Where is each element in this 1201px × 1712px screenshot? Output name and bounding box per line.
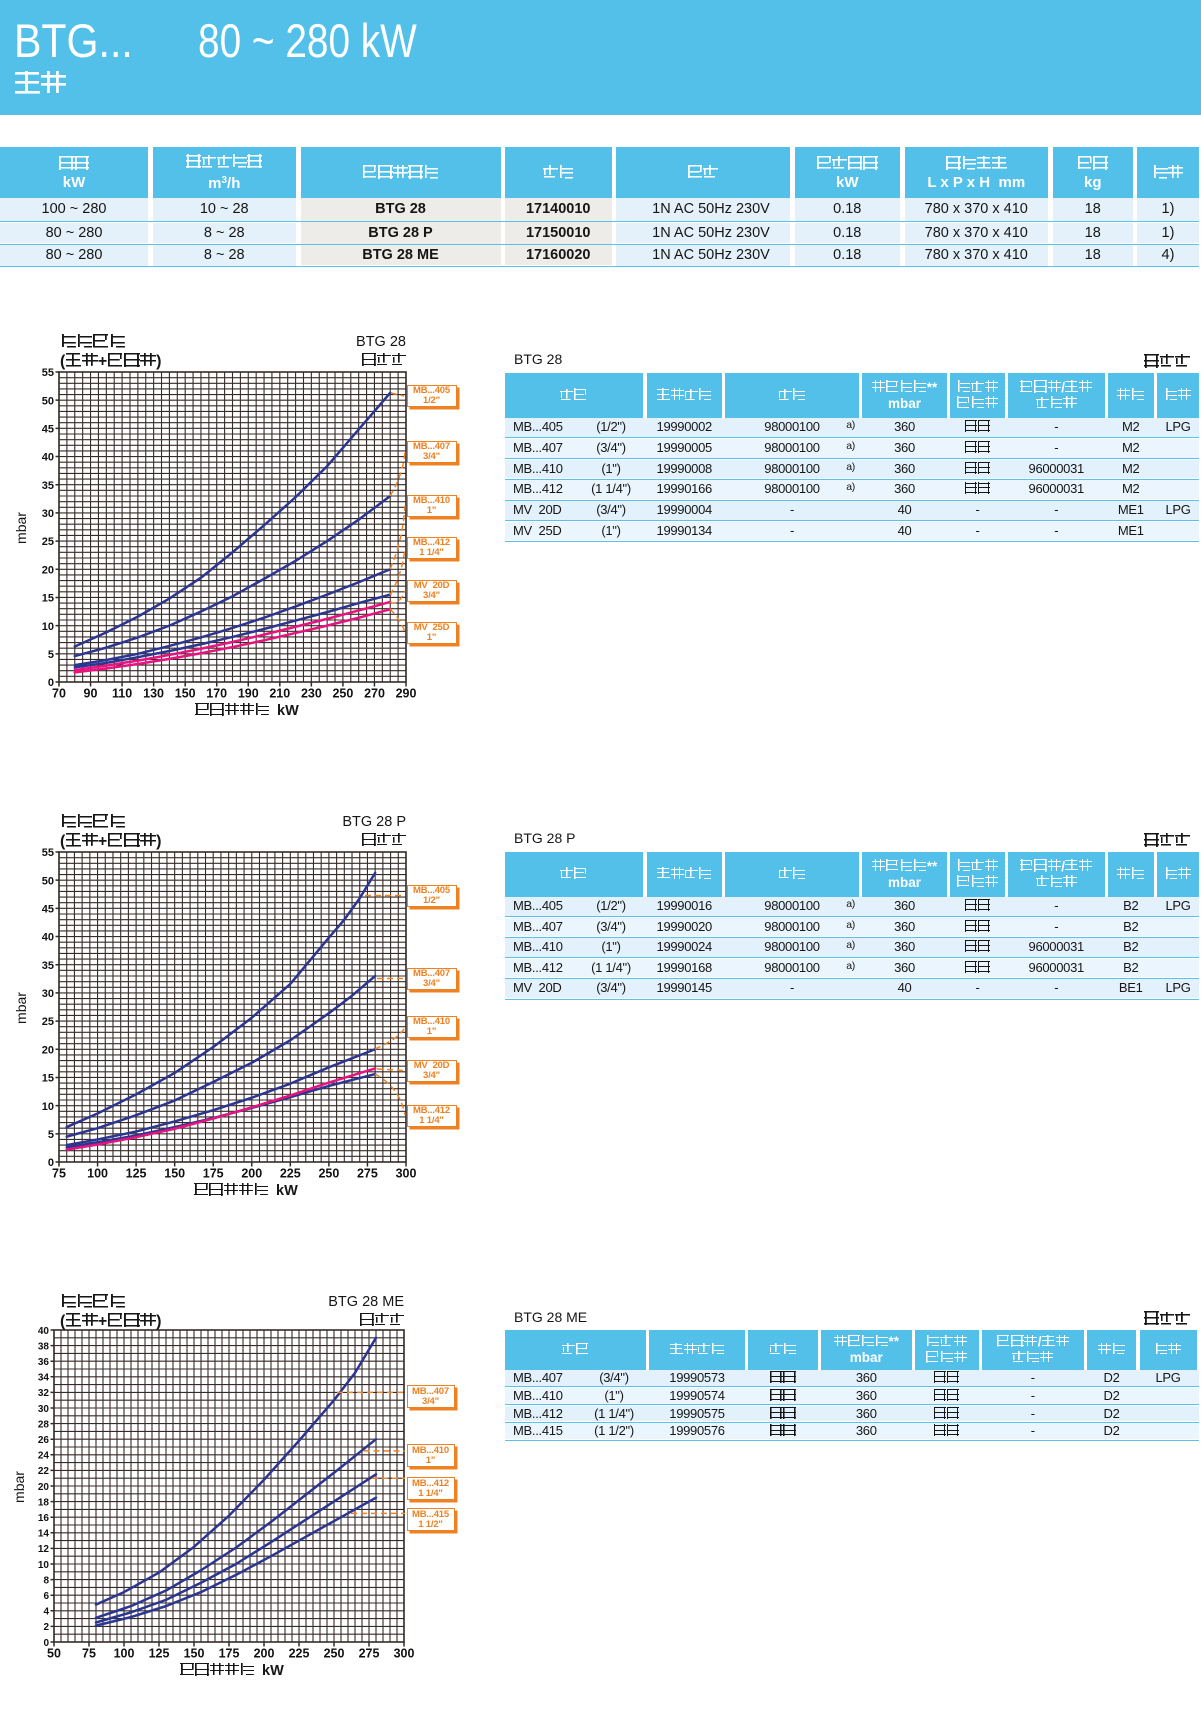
svg-text:150: 150 (164, 1167, 185, 1181)
svg-text:10: 10 (42, 1101, 54, 1113)
svg-text:300: 300 (396, 1167, 417, 1181)
svg-text:200: 200 (254, 1647, 275, 1661)
svg-text:0: 0 (48, 1157, 54, 1169)
svg-text:10: 10 (42, 621, 54, 633)
svg-text:125: 125 (149, 1647, 170, 1661)
svg-text:26: 26 (38, 1435, 50, 1446)
svg-text:30: 30 (38, 1404, 50, 1415)
svg-text:24: 24 (38, 1451, 50, 1462)
svg-text:50: 50 (42, 875, 54, 887)
svg-text:20: 20 (42, 564, 54, 576)
svg-text:50: 50 (47, 1647, 61, 1661)
svg-text:6: 6 (43, 1591, 49, 1602)
svg-text:4: 4 (43, 1607, 49, 1618)
svg-text:300: 300 (394, 1647, 415, 1661)
svg-text:22: 22 (38, 1466, 50, 1477)
svg-text:5: 5 (48, 1129, 54, 1141)
svg-text:230: 230 (301, 687, 322, 701)
svg-text:28: 28 (38, 1419, 50, 1430)
svg-text:34: 34 (38, 1373, 50, 1384)
svg-text:170: 170 (206, 687, 227, 701)
svg-text:18: 18 (38, 1497, 50, 1508)
svg-text:8: 8 (43, 1575, 49, 1586)
svg-text:100: 100 (87, 1167, 108, 1181)
svg-text:30: 30 (42, 988, 54, 1000)
svg-text:225: 225 (289, 1647, 310, 1661)
svg-text:15: 15 (42, 1073, 54, 1085)
svg-text:40: 40 (42, 452, 54, 464)
svg-text:250: 250 (318, 1167, 339, 1181)
svg-text:20: 20 (42, 1044, 54, 1056)
svg-text:55: 55 (42, 367, 54, 379)
svg-text:15: 15 (42, 593, 54, 605)
svg-text:20: 20 (38, 1482, 50, 1493)
svg-text:55: 55 (42, 847, 54, 859)
svg-text:275: 275 (359, 1647, 380, 1661)
svg-text:25: 25 (42, 1016, 54, 1028)
svg-text:10: 10 (38, 1560, 50, 1571)
svg-text:150: 150 (175, 687, 196, 701)
svg-text:40: 40 (38, 1326, 50, 1337)
svg-text:36: 36 (38, 1357, 50, 1368)
svg-text:110: 110 (112, 687, 132, 701)
svg-text:0: 0 (43, 1638, 49, 1649)
svg-text:200: 200 (241, 1167, 262, 1181)
svg-text:75: 75 (52, 1167, 66, 1181)
svg-text:270: 270 (364, 687, 385, 701)
svg-text:25: 25 (42, 536, 54, 548)
svg-text:5: 5 (48, 649, 54, 661)
svg-text:2: 2 (43, 1622, 49, 1633)
svg-text:45: 45 (42, 424, 54, 436)
svg-text:40: 40 (42, 932, 54, 944)
svg-text:32: 32 (38, 1388, 50, 1399)
svg-text:250: 250 (332, 687, 353, 701)
svg-text:175: 175 (203, 1167, 224, 1181)
svg-text:45: 45 (42, 904, 54, 916)
svg-text:150: 150 (184, 1647, 205, 1661)
svg-text:175: 175 (219, 1647, 240, 1661)
svg-text:90: 90 (84, 687, 98, 701)
svg-text:70: 70 (52, 687, 66, 701)
svg-text:50: 50 (42, 395, 54, 407)
svg-text:210: 210 (269, 687, 290, 701)
svg-text:75: 75 (82, 1647, 96, 1661)
svg-text:35: 35 (42, 960, 54, 972)
svg-text:125: 125 (126, 1167, 147, 1181)
svg-text:130: 130 (143, 687, 164, 701)
svg-text:12: 12 (38, 1544, 50, 1555)
svg-text:14: 14 (38, 1529, 50, 1540)
svg-text:30: 30 (42, 508, 54, 520)
svg-text:35: 35 (42, 480, 54, 492)
svg-text:290: 290 (396, 687, 417, 701)
svg-text:100: 100 (114, 1647, 135, 1661)
svg-text:38: 38 (38, 1341, 50, 1352)
svg-text:225: 225 (280, 1167, 301, 1181)
svg-text:0: 0 (48, 677, 54, 689)
svg-text:275: 275 (357, 1167, 378, 1181)
svg-text:190: 190 (238, 687, 259, 701)
svg-text:16: 16 (38, 1513, 50, 1524)
svg-text:250: 250 (324, 1647, 345, 1661)
